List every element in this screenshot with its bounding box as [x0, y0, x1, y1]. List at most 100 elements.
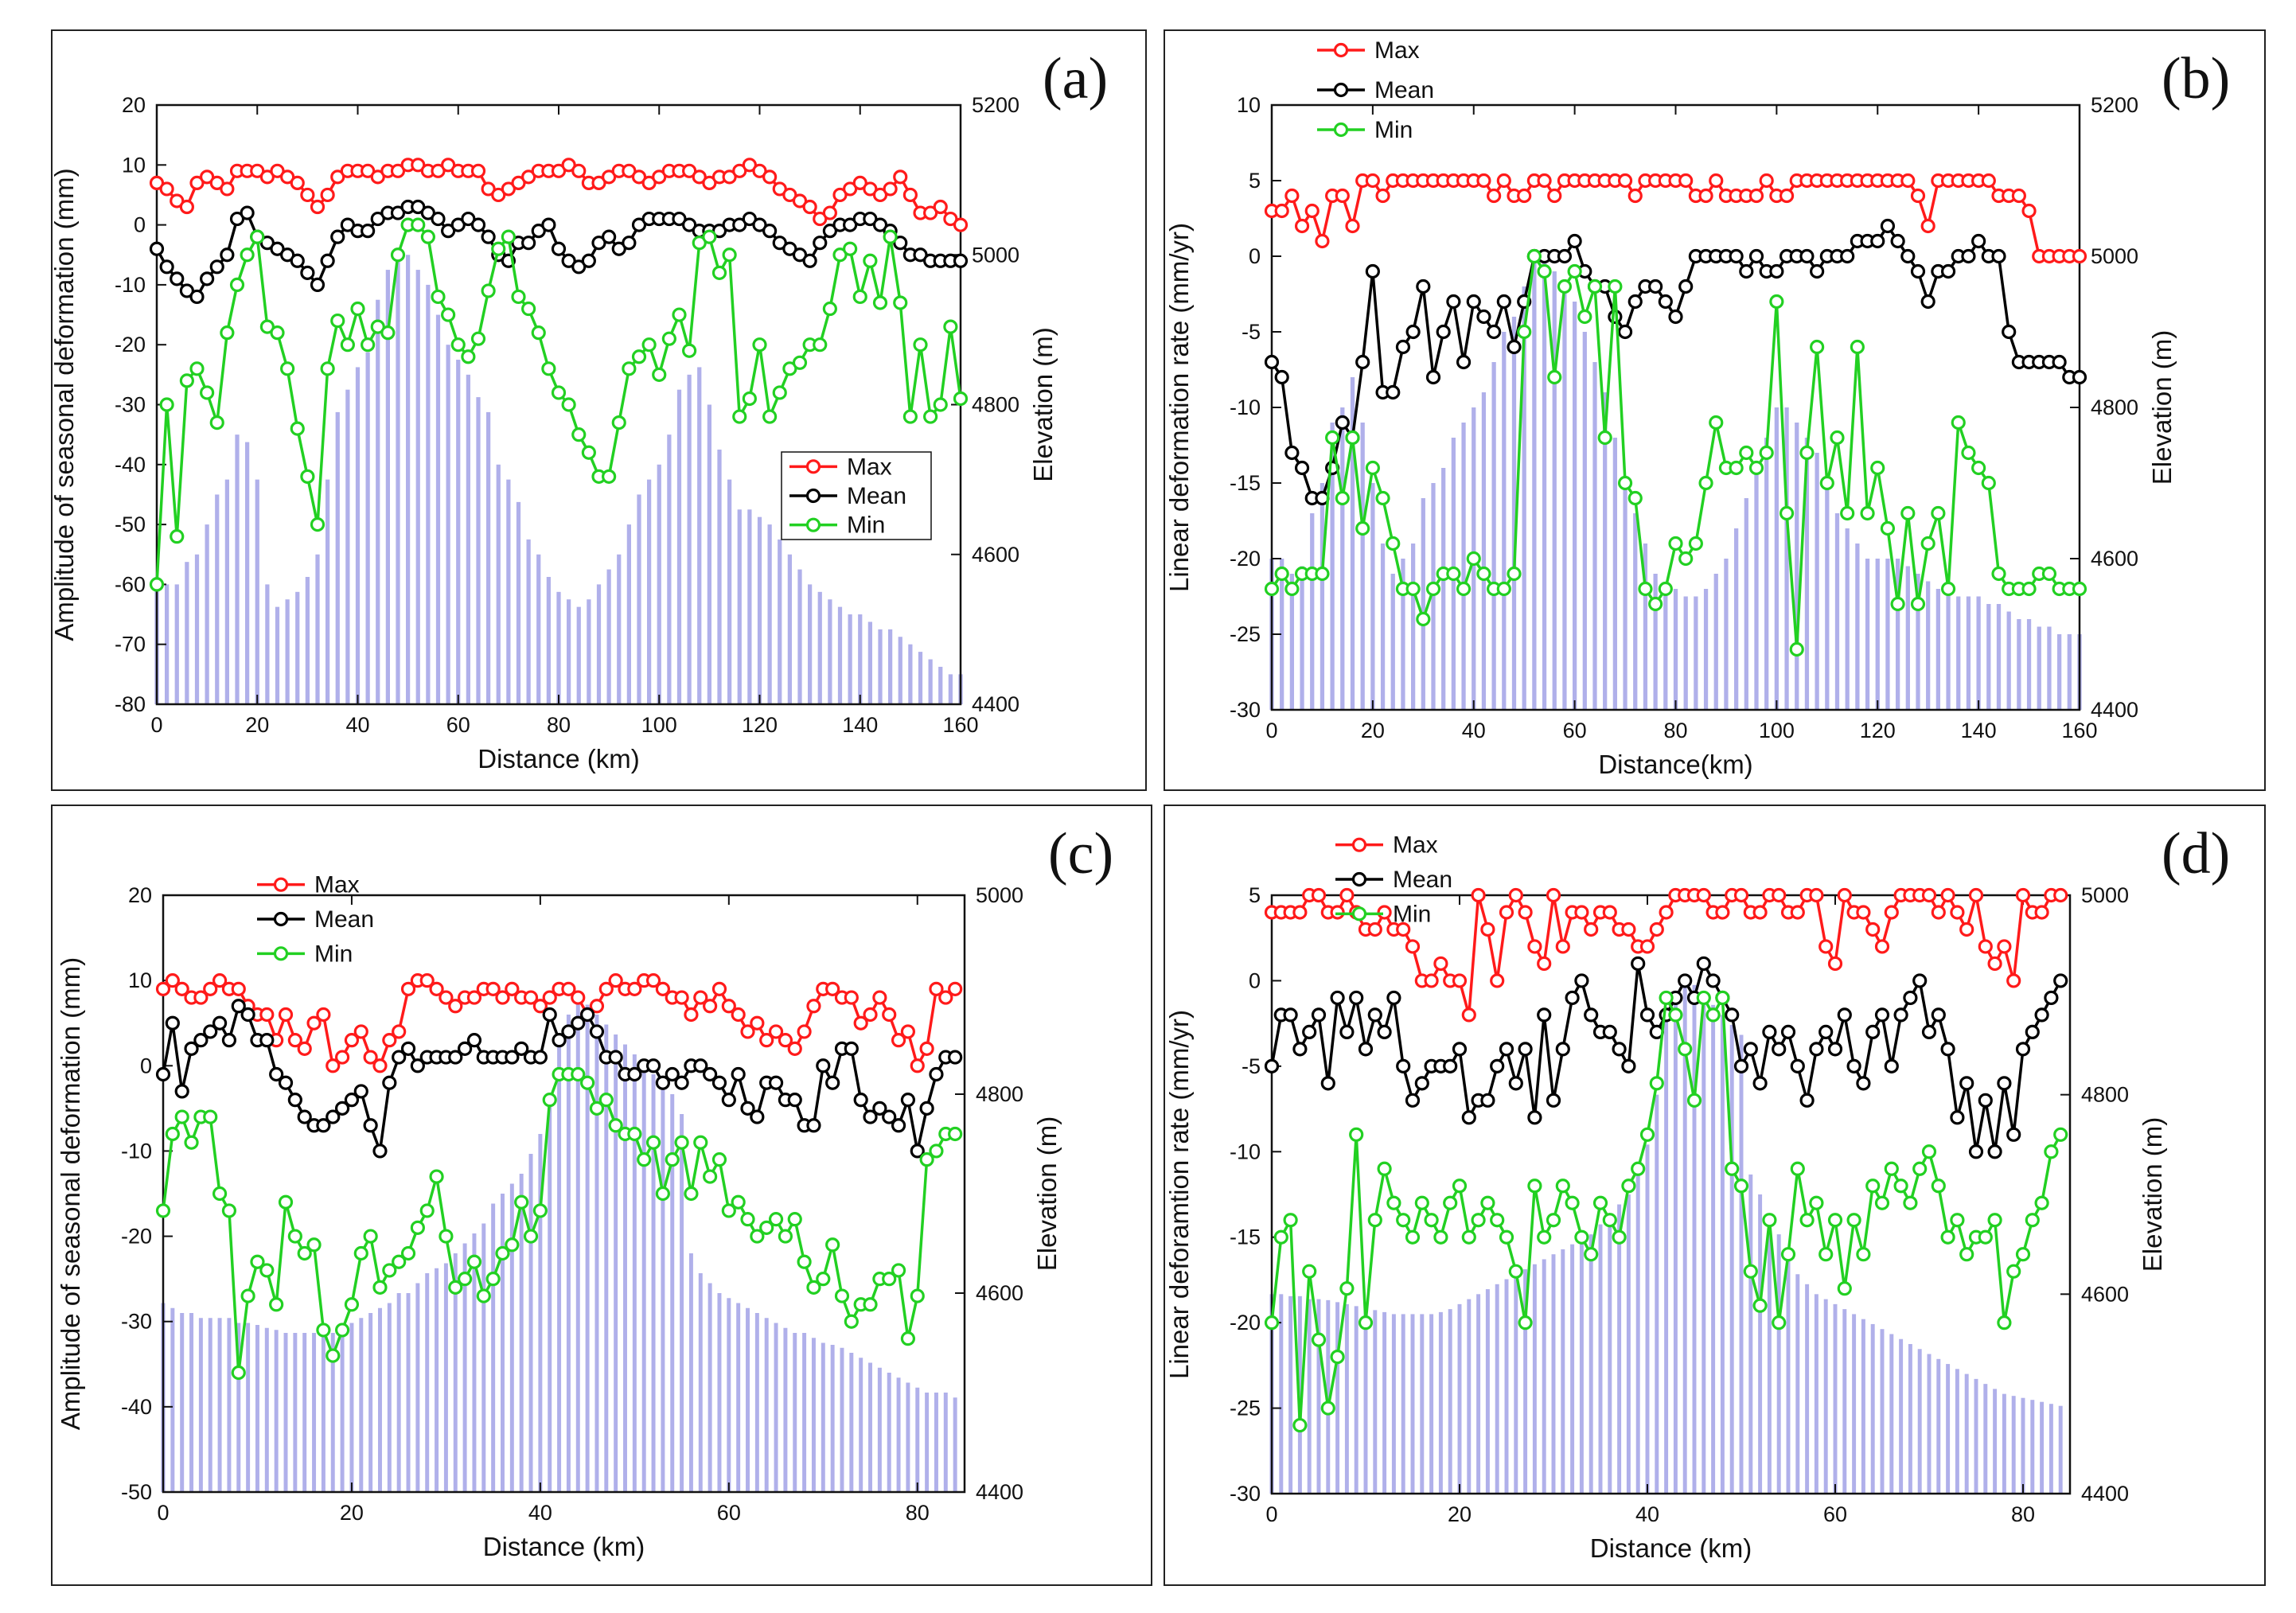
- series-point: [1968, 1144, 1984, 1159]
- x-axis-title: Distance (km): [478, 744, 640, 773]
- series-point: [306, 1015, 322, 1031]
- y2-tick-label: 5000: [976, 883, 1023, 907]
- elevation-bar: [293, 1333, 298, 1492]
- series-point: [1799, 248, 1815, 264]
- elevation-bar: [596, 584, 602, 704]
- series-point: [1480, 1195, 1495, 1210]
- legend-label: Mean: [1393, 867, 1452, 893]
- series-point: [325, 1058, 341, 1073]
- series-point: [1762, 1024, 1777, 1039]
- series-point: [1386, 1195, 1401, 1210]
- elevation-bar: [349, 1323, 354, 1492]
- series-point: [611, 241, 626, 256]
- series-point: [693, 990, 708, 1005]
- series-point: [1920, 218, 1935, 234]
- series-point: [834, 1288, 850, 1303]
- series-point: [768, 1075, 784, 1090]
- series-point: [627, 981, 642, 996]
- series-point: [923, 409, 938, 424]
- series-point: [1405, 939, 1421, 954]
- series-point: [1396, 1213, 1411, 1228]
- elevation-bar: [1804, 438, 1810, 710]
- series-point: [531, 224, 546, 239]
- series-point: [571, 1066, 586, 1082]
- series-point: [344, 1093, 360, 1108]
- series-point: [420, 229, 435, 244]
- y-tick-label: 20: [122, 93, 146, 117]
- series-point: [476, 1288, 491, 1303]
- series-point: [340, 337, 355, 353]
- elevation-bar: [435, 1268, 439, 1492]
- legend-label: Mean: [847, 483, 906, 509]
- y-tick-label: -40: [115, 453, 146, 477]
- elevation-bar: [1441, 468, 1446, 710]
- series-point: [1910, 596, 1926, 612]
- series-point: [316, 1007, 331, 1023]
- y-tick-label: -10: [115, 273, 146, 297]
- series-point: [731, 1007, 746, 1023]
- series-point: [1668, 1007, 1683, 1023]
- series-point: [1900, 173, 1916, 189]
- series-point: [1627, 188, 1643, 204]
- series-point: [501, 181, 516, 197]
- series-point: [655, 1186, 670, 1202]
- elevation-bar: [556, 591, 561, 704]
- series-point: [929, 1144, 944, 1159]
- elevation-bar: [2048, 1404, 2053, 1494]
- series-point: [382, 1033, 397, 1048]
- series-point: [923, 205, 938, 220]
- elevation-bar: [1776, 1234, 1781, 1494]
- elevation-bar: [1350, 377, 1355, 710]
- series-point: [703, 999, 718, 1014]
- series-point: [631, 169, 647, 185]
- y2-tick-label: 4800: [972, 393, 1019, 417]
- elevation-bar: [486, 411, 491, 704]
- series-point: [419, 1203, 435, 1218]
- series-point: [1602, 905, 1617, 920]
- elevation-bar: [1889, 1334, 1894, 1494]
- series-point: [470, 331, 486, 346]
- y2-tick-label: 5000: [2091, 244, 2138, 268]
- elevation-bar: [606, 569, 611, 704]
- elevation-bar: [1289, 574, 1295, 710]
- series-point: [1874, 939, 1890, 954]
- series-point: [1452, 973, 1468, 988]
- legend-label: Max: [1393, 832, 1438, 859]
- y-axis: 5 0 -5 -10 -15 -20 -25 -30: [1230, 883, 1281, 1506]
- series-point: [1827, 956, 1843, 972]
- elevation-bar: [305, 576, 310, 704]
- series-point: [806, 1280, 821, 1295]
- series-point: [458, 1272, 473, 1287]
- elevation-bar: [227, 1318, 232, 1492]
- series-point: [344, 1297, 360, 1312]
- y-tick-label: -20: [1230, 547, 1261, 571]
- series-point: [1950, 1110, 1965, 1125]
- series-point: [1668, 536, 1683, 551]
- elevation-bar: [1784, 407, 1789, 710]
- elevation-bar: [1946, 1364, 1951, 1494]
- series-point: [1709, 173, 1724, 189]
- elevation-bar: [1382, 1311, 1387, 1494]
- series-point: [290, 253, 305, 268]
- series-point: [910, 1058, 925, 1073]
- elevation-bar: [491, 1203, 496, 1492]
- series-point: [1971, 460, 1986, 476]
- series-point: [1921, 1024, 1937, 1039]
- series-point: [212, 1015, 228, 1031]
- series-point: [505, 981, 520, 996]
- elevation-bar: [1845, 528, 1850, 710]
- series-point: [902, 187, 918, 203]
- series-point: [1311, 1332, 1327, 1347]
- series-point: [900, 1093, 916, 1108]
- elevation-bar: [888, 629, 893, 704]
- series-point: [1537, 263, 1552, 279]
- series-point: [370, 211, 385, 227]
- series-min: [155, 1066, 963, 1381]
- series-point: [551, 385, 567, 400]
- series-point: [742, 211, 757, 227]
- series-point: [344, 1033, 360, 1048]
- series-point: [1577, 309, 1592, 325]
- series-point: [1526, 248, 1542, 264]
- y2-tick-label: 4400: [2081, 1482, 2129, 1506]
- elevation-bar: [1683, 596, 1688, 710]
